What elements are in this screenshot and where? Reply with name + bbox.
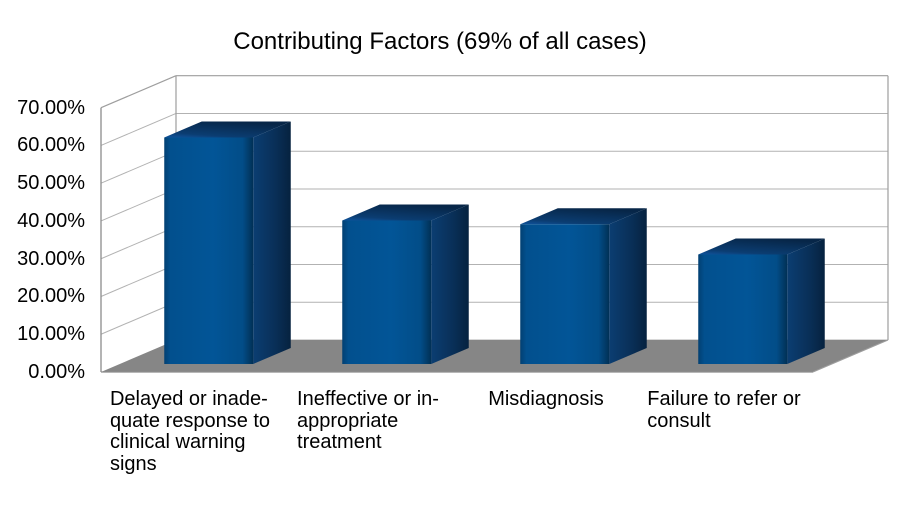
y-axis-tick-label: 60.00% — [17, 134, 85, 157]
bar-failure-to-refer-front-face — [698, 254, 788, 364]
x-axis-category-label: Misdiagnosis — [488, 388, 604, 411]
y-axis-tick-label: 30.00% — [17, 247, 85, 270]
x-axis-category-label: Ineffective or in-appropriate treatment — [297, 388, 439, 454]
x-axis-category-label: Delayed or inade-quate response to clinic… — [109, 388, 271, 475]
side-wall-gridline — [100, 264, 177, 297]
y-axis-tick-label: 0.00% — [28, 361, 85, 383]
y-axis-tick-label: 50.00% — [17, 172, 85, 195]
x-axis-category-label-line: appropriate — [297, 409, 399, 432]
bar-ineffective-treatment-side-face — [431, 204, 469, 364]
chart-title: Contributing Factors (69% of all cases) — [233, 28, 647, 55]
x-axis-category-label-line: Misdiagnosis — [488, 388, 604, 410]
side-wall-gridline — [100, 150, 177, 184]
bar-delayed-response-side-face — [253, 121, 291, 364]
bar-ineffective-treatment-front-face — [342, 220, 432, 364]
x-axis-category-label-line: consult — [647, 409, 711, 432]
x-axis-category-label-line: Ineffective or in- — [297, 388, 439, 410]
bar-misdiagnosis-side-face — [609, 208, 647, 364]
bar-failure-to-refer-top-face — [698, 238, 825, 255]
side-wall-gridline — [100, 188, 177, 222]
y-axis-tick-label: 10.00% — [17, 323, 85, 346]
x-axis-category-label-line: signs — [109, 452, 157, 475]
y-axis-tick-label: 40.00% — [17, 209, 85, 232]
side-wall-gridline — [100, 112, 177, 146]
x-axis-category-label-line: clinical warning — [109, 431, 246, 453]
x-axis-category-label-line: Delayed or inade- — [109, 388, 268, 410]
x-axis-category-label-line: treatment — [297, 431, 382, 453]
bar-delayed-response-front-face — [164, 137, 254, 364]
x-axis-category-label: Failure to refer or consult — [647, 388, 801, 432]
bar-delayed-response-top-face — [164, 121, 291, 138]
x-axis-category-label-line: quate response to — [109, 409, 271, 432]
bar-ineffective-treatment-top-face — [342, 204, 469, 221]
x-axis-category-label-line: Failure to refer or — [647, 388, 801, 410]
side-wall-gridline — [100, 301, 177, 335]
side-wall-gridline — [100, 226, 177, 260]
y-axis-tick-label: 70.00% — [17, 96, 85, 119]
bar-misdiagnosis-top-face — [520, 208, 647, 225]
y-axis-tick-label: 20.00% — [17, 285, 85, 308]
bar-misdiagnosis-front-face — [520, 224, 610, 364]
bar-failure-to-refer-side-face — [787, 238, 825, 364]
side-wall-top-edge — [100, 75, 177, 109]
floor-right-edge — [812, 339, 889, 373]
chart-floor — [101, 340, 888, 372]
